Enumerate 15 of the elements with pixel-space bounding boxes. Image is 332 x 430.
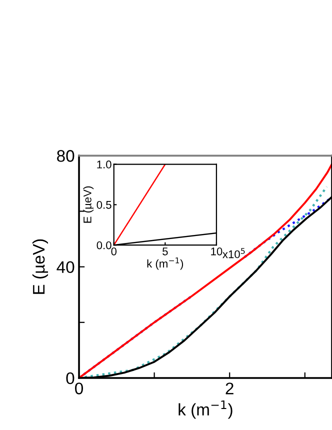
x-tick-label: 2 (226, 382, 234, 394)
y-tick-label: 40 (56, 261, 74, 274)
y-tick-label: 0 (66, 372, 74, 384)
y-tick-label: 1.0 (97, 160, 112, 168)
x-axis-title: k (m$^{−1}$) (178, 400, 232, 419)
y-axis-title: E (µeV) (32, 239, 48, 294)
annotation: x10$^{5}$ (222, 248, 245, 258)
y-tick-label: 0.5 (96, 200, 112, 209)
x-tick-label: 0 (111, 247, 117, 256)
y-tick-label: 0.0 (96, 241, 112, 250)
x-tick-label: 10 (211, 247, 222, 256)
x-tick-label: 5 (162, 248, 168, 256)
y-axis-title: E (µeV) (83, 186, 94, 223)
y-tick-label: 80 (57, 150, 74, 162)
x-axis-title: k (m$^{−1}$) (147, 258, 184, 270)
